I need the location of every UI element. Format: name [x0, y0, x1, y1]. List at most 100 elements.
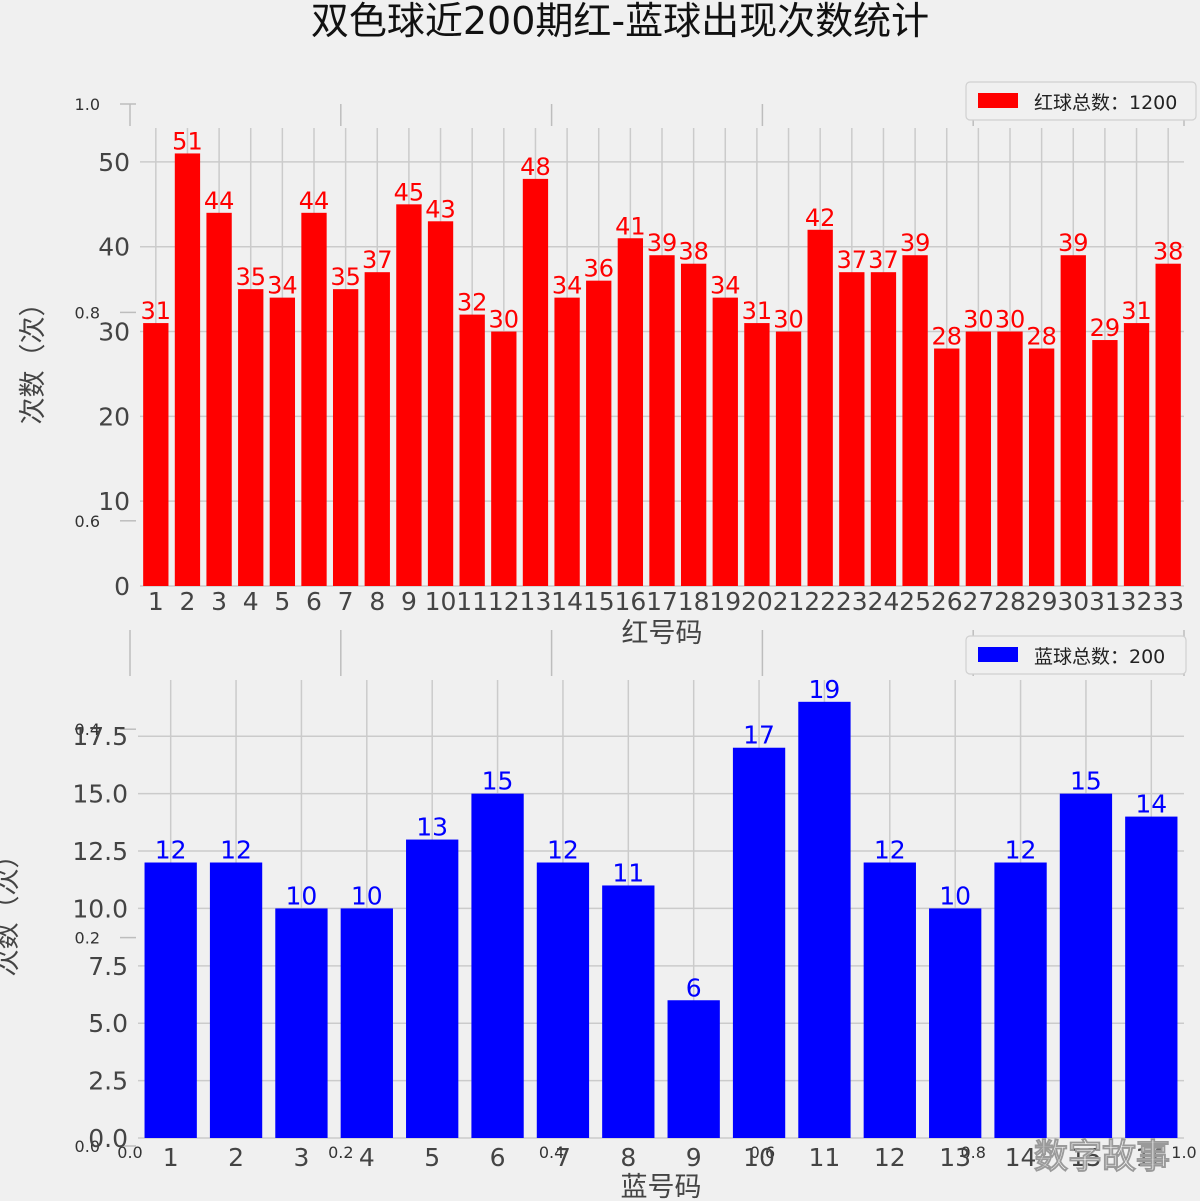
x-tick-label: 28 — [994, 587, 1026, 616]
background-axis-y-tick-label: 0.0 — [75, 1137, 100, 1156]
x-tick-label: 18 — [678, 587, 710, 616]
bar-value-label: 37 — [868, 246, 899, 274]
bar — [1125, 816, 1178, 1138]
bar-value-label: 38 — [1153, 238, 1184, 266]
bar-value-label: 19 — [809, 675, 841, 704]
bar — [775, 331, 802, 586]
bar — [301, 212, 327, 586]
bar-value-label: 35 — [330, 263, 361, 291]
x-tick-label: 31 — [1089, 587, 1121, 616]
bar — [554, 297, 580, 586]
legend-box — [965, 635, 1187, 675]
bar — [536, 862, 590, 1138]
x-tick-label: 25 — [899, 587, 931, 616]
bar-value-label: 15 — [482, 767, 514, 796]
bar-value-label: 30 — [489, 306, 520, 334]
bar — [144, 862, 197, 1138]
y-tick-label: 30 — [98, 318, 130, 347]
bar — [994, 862, 1047, 1138]
x-tick-label: 16 — [1135, 1143, 1167, 1172]
background-axis-x-tick-label: 0.6 — [750, 1143, 775, 1162]
bar — [174, 153, 201, 586]
x-tick-label: 24 — [868, 587, 900, 616]
x-tick-label: 9 — [686, 1143, 702, 1172]
x-tick-label: 2 — [180, 587, 196, 616]
y-axis-label: 次数（次） — [18, 290, 49, 425]
bar — [459, 314, 485, 586]
background-axis-y-tick-label: 1.0 — [75, 95, 100, 114]
bar — [839, 272, 865, 586]
y-tick-label: 10 — [98, 487, 130, 516]
x-tick-label: 3 — [211, 587, 227, 616]
bar — [807, 229, 833, 586]
x-tick-label: 7 — [338, 587, 354, 616]
bar-value-label: 12 — [220, 836, 252, 865]
background-axis-y-tick-label: 0.2 — [75, 929, 100, 948]
bar-value-label: 48 — [520, 153, 551, 181]
x-tick-label: 14 — [1005, 1143, 1037, 1172]
bar-value-label: 28 — [931, 323, 962, 351]
bar — [732, 747, 786, 1138]
x-tick-label: 22 — [804, 587, 836, 616]
bar — [997, 331, 1023, 586]
bar-value-label: 10 — [939, 881, 971, 910]
background-axis-y-tick-label: 0.4 — [75, 720, 100, 739]
x-tick-label: 30 — [1057, 587, 1089, 616]
x-tick-label: 1 — [148, 587, 164, 616]
legend-label: 红球总数：1200 — [1034, 92, 1177, 114]
y-tick-label: 0.0 — [88, 1124, 128, 1153]
bar-value-label: 31 — [141, 297, 172, 325]
x-tick-label: 13 — [939, 1143, 971, 1172]
bar — [1059, 793, 1113, 1138]
bar — [1060, 255, 1086, 586]
legend-swatch — [978, 93, 1018, 108]
bar — [427, 221, 454, 586]
x-tick-label: 16 — [614, 587, 646, 616]
bar — [209, 862, 263, 1138]
x-tick-label: 15 — [1070, 1143, 1102, 1172]
bar-value-label: 39 — [647, 229, 678, 257]
bar — [744, 323, 770, 586]
bar-value-label: 12 — [1005, 836, 1037, 865]
bar-value-label: 42 — [805, 204, 836, 232]
y-tick-label: 0 — [114, 572, 130, 601]
x-tick-label: 17 — [646, 587, 678, 616]
bar-value-label: 38 — [678, 238, 709, 266]
bar — [667, 1000, 720, 1138]
bar — [238, 289, 264, 586]
bar-value-label: 44 — [204, 187, 235, 215]
x-tick-label: 27 — [962, 587, 994, 616]
x-tick-label: 26 — [931, 587, 963, 616]
legend-swatch — [978, 647, 1018, 662]
bar — [934, 348, 960, 586]
background-axis-x-tick-label: 0.8 — [960, 1143, 985, 1162]
x-tick-label: 1 — [163, 1143, 179, 1172]
bar-value-label: 30 — [963, 306, 994, 334]
bar — [649, 255, 675, 586]
x-tick-label: 12 — [874, 1143, 906, 1172]
bar-value-label: 6 — [686, 973, 702, 1002]
bar-value-label: 34 — [267, 272, 298, 300]
y-axis-label: 次数（次） — [0, 842, 23, 977]
x-tick-label: 19 — [709, 587, 741, 616]
y-tick-label: 5.0 — [88, 1009, 128, 1038]
bar — [712, 297, 738, 586]
x-tick-label: 32 — [1121, 587, 1153, 616]
bar-value-label: 11 — [612, 858, 644, 887]
bar-value-label: 10 — [351, 881, 383, 910]
bar-value-label: 39 — [900, 229, 931, 257]
legend-box — [965, 81, 1197, 121]
x-tick-label: 13 — [520, 587, 552, 616]
bar — [586, 280, 612, 586]
bar — [143, 323, 169, 586]
bar-value-label: 32 — [457, 289, 488, 317]
x-tick-label: 11 — [809, 1143, 841, 1172]
bar-value-label: 39 — [1058, 229, 1089, 257]
x-tick-label: 11 — [456, 587, 488, 616]
bar-value-label: 36 — [583, 255, 614, 283]
bar-value-label: 44 — [299, 187, 330, 215]
bar — [396, 204, 422, 587]
x-tick-label: 8 — [620, 1143, 636, 1172]
background-axis-y-tick-label: 0.6 — [75, 512, 100, 531]
bar — [1123, 323, 1150, 586]
